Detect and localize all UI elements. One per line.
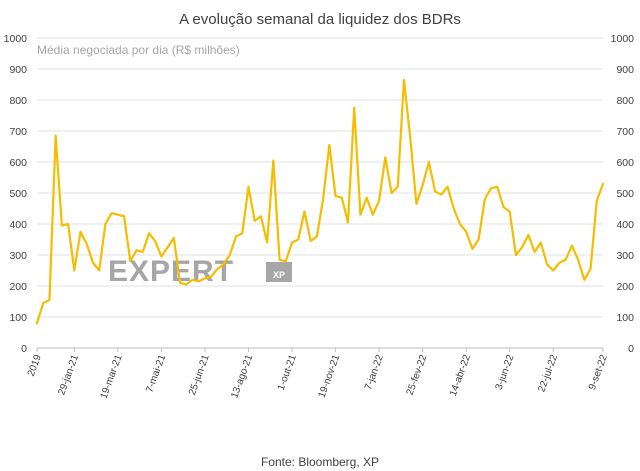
y-tick-label-left: 900 [9,64,27,76]
y-tick-label-right: 100 [616,312,634,324]
y-tick-label-left: 0 [21,343,27,355]
x-tick-label: 25-fev-22 [405,353,430,397]
x-tick-label: 13-ago-21 [229,353,255,400]
expert-xp-watermark: EXPERT XP [108,255,292,288]
x-tick-label: 3-jun-22 [494,353,517,392]
x-axis-ticks: 2019 29-jan-21 19-mar-21 7-mai-21 25-jun-21 1… [26,348,610,400]
y-axis-right: 0 100 200 300 400 500 600 700 800 900 1000 [611,33,635,355]
x-tick-label: 29-jan-21 [56,353,81,397]
y-tick-label-right: 1000 [611,33,635,45]
series-line [35,78,605,325]
x-tick-label: 14-abr-22 [448,353,473,398]
y-tick-label-right: 400 [616,219,634,231]
y-tick-label-left: 800 [9,95,27,107]
y-tick-label-right: 200 [616,281,634,293]
y-tick-label-right: 900 [616,64,634,76]
watermark-brand-text: EXPERT [108,255,234,288]
x-tick-label: 9-set-22 [587,353,610,392]
y-tick-label-left: 700 [9,126,27,138]
y-tick-label-left: 200 [9,281,27,293]
watermark-sub-text: XP [273,270,285,280]
x-tick-label: 22-jul-22 [536,353,560,394]
y-tick-label-left: 600 [9,157,27,169]
y-tick-label-right: 500 [616,188,634,200]
y-tick-label-right: 800 [616,95,634,107]
x-tick-label: 19-nov-21 [317,353,343,399]
y-tick-label-left: 1000 [4,33,28,45]
x-tick-label: 19-mar-21 [99,353,125,401]
source-note: Fonte: Bloomberg, XP [261,455,379,469]
y-tick-label-left: 300 [9,250,27,262]
gridlines [37,37,603,318]
series-legend-label: Média negociada por dia (R$ milhões) [37,43,240,57]
y-tick-label-right: 700 [616,126,634,138]
x-tick-label: 7-mai-21 [144,353,168,394]
chart-title: A evolução semanal da liquidez dos BDRs [179,11,461,28]
watermark-badge [266,262,292,282]
y-tick-label-left: 400 [9,219,27,231]
y-tick-label-right: 600 [616,157,634,169]
y-tick-label-right: 0 [628,343,634,355]
y-axis-left: 0 100 200 300 400 500 600 700 800 900 1000 [4,33,28,355]
x-tick-label: 1-out-21 [276,353,299,392]
y-tick-label-right: 300 [616,250,634,262]
y-tick-label-left: 100 [9,312,27,324]
x-tick-label: 2019 [26,353,44,378]
y-tick-label-left: 500 [9,188,27,200]
x-tick-label: 7-jan-22 [363,353,386,392]
x-tick-label: 25-jun-21 [187,353,212,397]
